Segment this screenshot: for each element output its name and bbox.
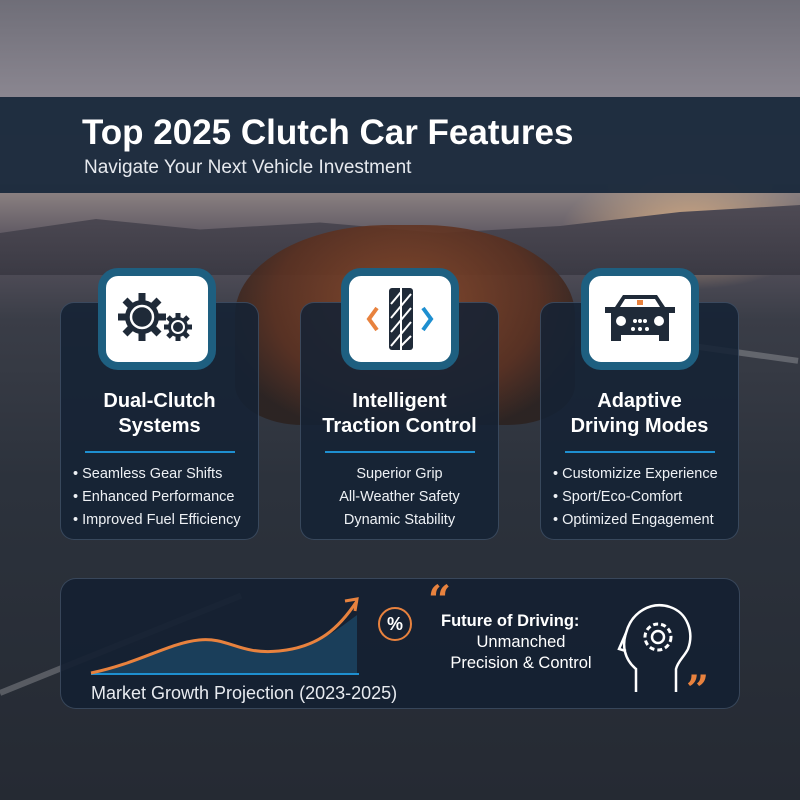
quote-open-icon: “ [428,577,452,624]
tire-traction-icon [341,268,459,370]
card-title: Dual-Clutch [103,390,216,412]
divider [84,451,235,453]
header-band [0,97,800,193]
percent-icon: % [378,607,412,641]
bottom-panel: Market Growth Projection (2023-2025) % “… [60,577,740,714]
list-item: Seamless Gear Shifts [73,463,258,486]
card-title: Driving Modes [570,415,709,437]
divider [564,451,715,453]
quote-text: Future of Driving: Unmanched Precision &… [441,611,601,674]
list-item: Optimized Engagement [553,509,738,532]
card-title: Intelligent [352,390,447,412]
quote-line: Precision & Control [450,654,592,672]
quote-line: Future of Driving: [441,612,580,630]
quote-close-icon: ” [686,667,710,714]
page-subtitle: Navigate Your Next Vehicle Investment [84,157,412,178]
gears-icon [98,268,216,370]
card-title: Systems [118,415,201,437]
head-gear-icon [617,604,692,692]
list-item: Sport/Eco-Comfort [553,486,738,509]
growth-chart-icon [90,597,359,675]
chart-label: Market Growth Projection (2023-2025) [91,683,398,703]
list-item: Improved Fuel Efficiency [73,509,258,532]
list-item: All-Weather Safety [339,489,460,505]
card-title: Adaptive [597,390,682,412]
list-item: Superior Grip [356,466,443,482]
list-item: Customizize Experience [553,463,738,486]
car-front-icon [581,268,699,370]
list-item: Dynamic Stability [343,512,456,528]
list-item: Enhanced Performance [73,486,258,509]
divider [324,451,475,453]
quote-line: Unmanched [476,633,566,651]
card-title: Traction Control [322,415,477,437]
page-title: Top 2025 Clutch Car Features [82,113,574,152]
